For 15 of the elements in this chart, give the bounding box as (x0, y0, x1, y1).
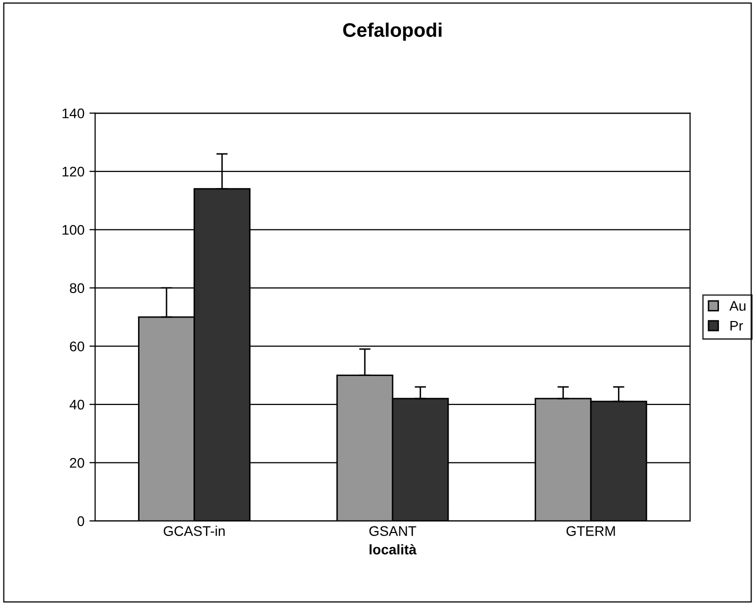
x-tick-label: GTERM (566, 526, 615, 536)
y-tick-label: 100 (62, 224, 84, 235)
legend-label: Pr (730, 321, 744, 331)
y-tick-label: 140 (62, 108, 84, 118)
chart-title: Cefalopodi (343, 22, 442, 41)
y-tick-label: 60 (70, 341, 84, 352)
y-tick-label: 0 (78, 516, 84, 526)
y-tick-label: 40 (70, 400, 84, 410)
y-tick-label: 20 (70, 458, 84, 468)
x-tick-label: GCAST-in (164, 526, 225, 536)
x-axis-title: località (370, 544, 417, 554)
legend-label: Au (729, 301, 746, 311)
y-tick-label: 80 (70, 283, 84, 294)
x-tick-label: GSANT (369, 526, 416, 536)
y-tick-label: 120 (62, 166, 84, 177)
